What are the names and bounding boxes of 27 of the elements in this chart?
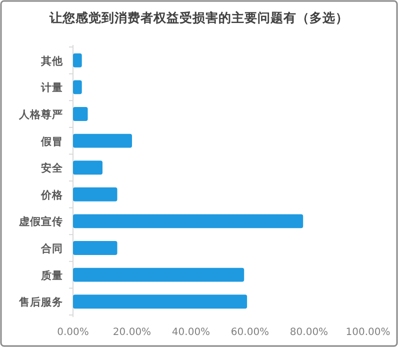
x-tick-label: 0.00%: [57, 327, 89, 338]
y-tick-label: 安全: [41, 162, 64, 175]
bar: [73, 187, 118, 202]
bar: [73, 80, 82, 94]
y-tick-label: 其他: [40, 54, 64, 68]
bar: [73, 107, 88, 121]
x-tick-label: 80.00%: [290, 327, 328, 338]
chart-title: 让您感觉到消费者权益受损害的主要问题有（多选）: [48, 10, 348, 25]
y-tick-label: 价格: [40, 188, 64, 202]
y-tick-label: 质量: [40, 268, 63, 282]
x-tick-label: 40.00%: [172, 327, 210, 338]
y-tick-label: 合同: [40, 242, 63, 255]
bar: [73, 134, 132, 148]
x-tick-label: 60.00%: [230, 327, 270, 338]
y-tick-label: 人格尊严: [18, 108, 63, 121]
x-tick-label: 20.00%: [112, 327, 152, 338]
bar: [73, 294, 248, 309]
bar: [73, 268, 244, 282]
y-tick-label: 售后服务: [18, 296, 63, 309]
y-tick-label: 假冒: [40, 136, 63, 148]
bar: [73, 160, 102, 175]
bar: [73, 53, 82, 68]
y-tick-label: 计量: [40, 81, 63, 94]
x-tick-label: 100.00%: [346, 327, 390, 338]
y-tick-label: 虚假宣传: [18, 215, 63, 228]
bar: [73, 214, 304, 228]
bar: [73, 241, 118, 255]
